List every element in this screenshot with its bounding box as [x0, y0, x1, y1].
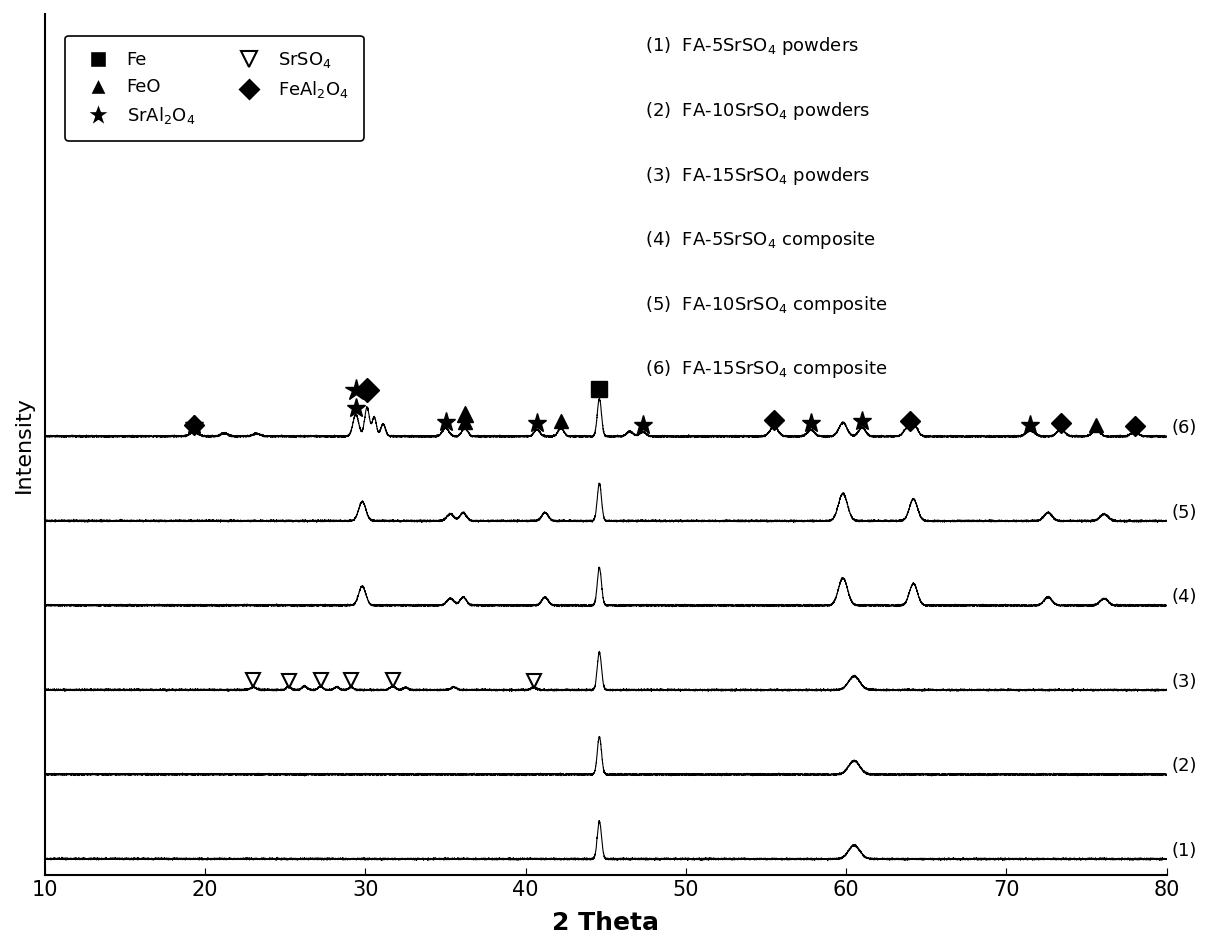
- Text: (3): (3): [1171, 673, 1197, 691]
- Text: (5)  FA-10SrSO$_4$ composite: (5) FA-10SrSO$_4$ composite: [645, 294, 887, 316]
- Legend: Fe, FeO, SrAl$_2$O$_4$, SrSO$_4$, FeAl$_2$O$_4$: Fe, FeO, SrAl$_2$O$_4$, SrSO$_4$, FeAl$_…: [65, 36, 364, 140]
- Text: (6)  FA-15SrSO$_4$ composite: (6) FA-15SrSO$_4$ composite: [645, 359, 887, 381]
- Text: (2): (2): [1171, 757, 1197, 775]
- Text: (2)  FA-10SrSO$_4$ powders: (2) FA-10SrSO$_4$ powders: [645, 100, 870, 122]
- Text: (1): (1): [1171, 842, 1197, 860]
- Text: (4): (4): [1171, 588, 1197, 606]
- X-axis label: 2 Theta: 2 Theta: [552, 911, 659, 935]
- Text: (5): (5): [1171, 504, 1197, 522]
- Text: (3)  FA-15SrSO$_4$ powders: (3) FA-15SrSO$_4$ powders: [645, 164, 870, 187]
- Text: (4)  FA-5SrSO$_4$ composite: (4) FA-5SrSO$_4$ composite: [645, 230, 876, 251]
- Text: (1)  FA-5SrSO$_4$ powders: (1) FA-5SrSO$_4$ powders: [645, 35, 859, 58]
- Y-axis label: Intensity: Intensity: [13, 396, 34, 493]
- Text: (6): (6): [1171, 419, 1197, 437]
